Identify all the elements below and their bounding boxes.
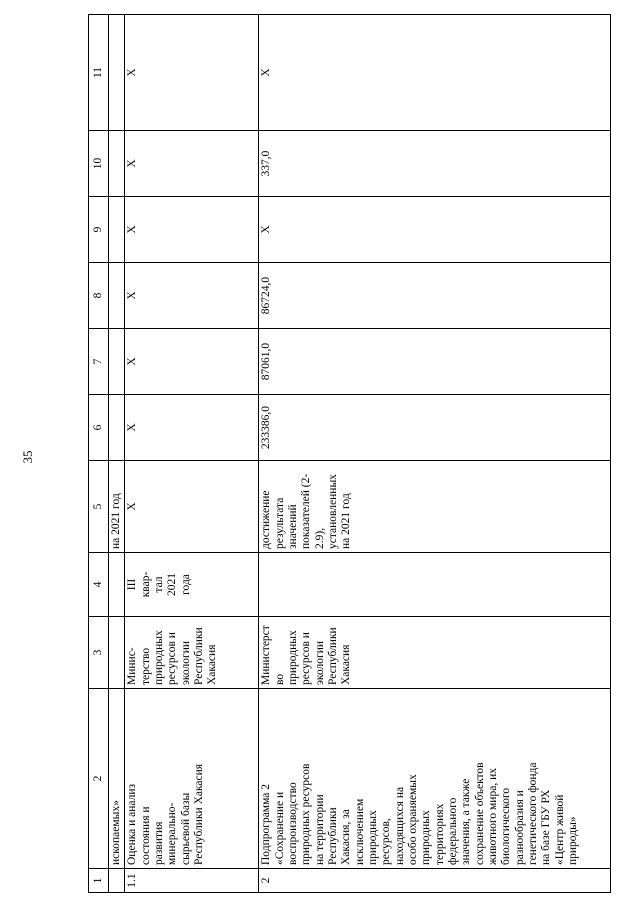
rotated-table-container: 1 2 3 4 5 6 7 8 9 10 11 ископаемых» на 2…	[88, 14, 612, 893]
row1-cell-11	[108, 14, 125, 131]
row2-cell-result: достижение результата значений показател…	[258, 460, 611, 553]
program-measures-table: 1 2 3 4 5 6 7 8 9 10 11 ископаемых» на 2…	[88, 14, 612, 893]
row1-1-cell-executor: Минис- терство природных ресурсов и экол…	[124, 616, 259, 689]
header-cell-10: 10	[88, 130, 109, 197]
header-cell-5: 5	[88, 460, 109, 553]
header-cell-11: 11	[88, 14, 109, 131]
row2-cell-col10: 337,0	[258, 130, 611, 197]
row1-cell-result-tail: на 2021 год	[108, 460, 125, 553]
row2-cell-id: 2	[258, 868, 611, 893]
row2-cell-executor: Министерство природных ресурсов и эколог…	[258, 616, 611, 689]
row1-1-cell-result: X	[124, 460, 259, 553]
row1-cell-id	[108, 868, 125, 893]
row1-1-cell-col8: X	[124, 262, 259, 329]
row2-cell-term	[258, 552, 611, 617]
header-cell-6: 6	[88, 394, 109, 461]
row1-cell-7	[108, 328, 125, 395]
header-cell-9: 9	[88, 196, 109, 263]
row1-cell-10	[108, 130, 125, 197]
row2-cell-total: 233386,0	[258, 394, 611, 461]
table-header-row: 1 2 3 4 5 6 7 8 9 10 11	[88, 14, 109, 893]
row1-1-cell-term: III квар- тал 2021 года	[124, 552, 259, 617]
header-cell-1: 1	[88, 868, 109, 893]
table-row-2: 2 Подпрограмма 2 «Сохранение и воспроизв…	[258, 14, 611, 893]
header-cell-8: 8	[88, 262, 109, 329]
header-cell-2: 2	[88, 688, 109, 869]
header-cell-4: 4	[88, 552, 109, 617]
row1-1-cell-col7: X	[124, 328, 259, 395]
table-row-continuation: ископаемых» на 2021 год	[108, 14, 125, 893]
page-number: 35	[20, 450, 35, 464]
row2-cell-name: Подпрограмма 2 «Сохранение и воспроизвод…	[258, 688, 611, 869]
row1-1-cell-col10: X	[124, 130, 259, 197]
table-row-1-1: 1.1 Оценка и анализ состояния и развития…	[124, 14, 259, 893]
row1-cell-name-tail: ископаемых»	[108, 688, 125, 869]
row1-1-cell-name: Оценка и анализ состояния и развития мин…	[124, 688, 259, 869]
row1-1-cell-col11: X	[124, 14, 259, 131]
row1-1-cell-col9: X	[124, 196, 259, 263]
row1-cell-3	[108, 616, 125, 689]
row2-cell-col9: X	[258, 196, 611, 263]
row2-cell-col8: 86724,0	[258, 262, 611, 329]
header-cell-7: 7	[88, 328, 109, 395]
row1-cell-8	[108, 262, 125, 329]
header-cell-3: 3	[88, 616, 109, 689]
row2-cell-col7: 87061,0	[258, 328, 611, 395]
row1-cell-9	[108, 196, 125, 263]
row1-cell-6	[108, 394, 125, 461]
row1-1-cell-col6: X	[124, 394, 259, 461]
row1-1-cell-id: 1.1	[124, 868, 259, 893]
row1-cell-4	[108, 552, 125, 617]
row2-cell-col11: X	[258, 14, 611, 131]
